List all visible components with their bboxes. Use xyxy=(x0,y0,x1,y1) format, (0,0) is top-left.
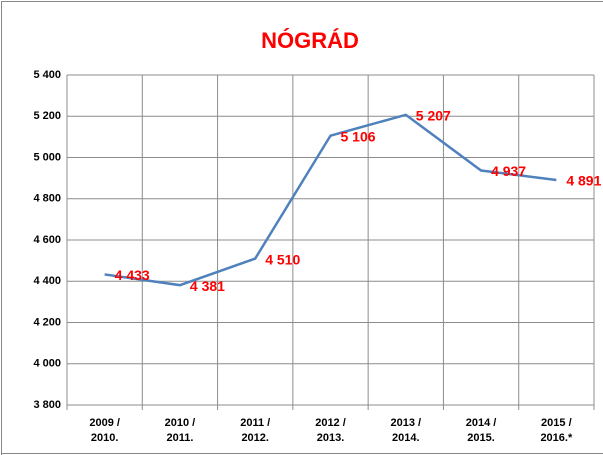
data-label: 5 207 xyxy=(416,108,451,124)
y-tick-label: 5 000 xyxy=(33,151,61,163)
x-tick-label: 2014 / xyxy=(466,417,497,429)
x-tick-label: 2010. xyxy=(91,432,119,444)
chart-title: NÓGRÁD xyxy=(261,28,359,53)
y-tick-label: 5 200 xyxy=(33,110,61,122)
y-tick-label: 4 600 xyxy=(33,234,61,246)
y-tick-label: 4 000 xyxy=(33,358,61,370)
x-tick-label: 2016.* xyxy=(540,432,573,444)
x-tick-label: 2014. xyxy=(392,432,420,444)
x-tick-label: 2012. xyxy=(241,432,269,444)
x-tick-label: 2011 / xyxy=(240,417,270,429)
data-label: 4 510 xyxy=(265,251,300,267)
data-label: 4 891 xyxy=(566,173,601,189)
x-tick-label: 2010 / xyxy=(165,417,196,429)
y-tick-label: 3 800 xyxy=(33,399,61,411)
x-tick-label: 2013 / xyxy=(390,417,421,429)
x-tick-label: 2015. xyxy=(467,432,495,444)
y-tick-label: 4 200 xyxy=(33,316,61,328)
data-label: 4 381 xyxy=(190,278,225,294)
y-tick-label: 4 800 xyxy=(33,193,61,205)
line xyxy=(104,113,557,287)
y-tick-label: 5 400 xyxy=(33,69,61,81)
data-label: 5 106 xyxy=(341,128,376,144)
y-tick-label: 4 400 xyxy=(33,275,61,287)
x-tick-label: 2012 / xyxy=(315,417,346,429)
data-label: 4 937 xyxy=(491,163,526,179)
data-label: 4 433 xyxy=(115,267,150,283)
x-tick-label: 2011. xyxy=(166,432,193,444)
x-tick-label: 2009 / xyxy=(89,417,120,429)
x-tick-label: 2013. xyxy=(317,432,345,444)
x-tick-label: 2015 / xyxy=(541,417,572,429)
